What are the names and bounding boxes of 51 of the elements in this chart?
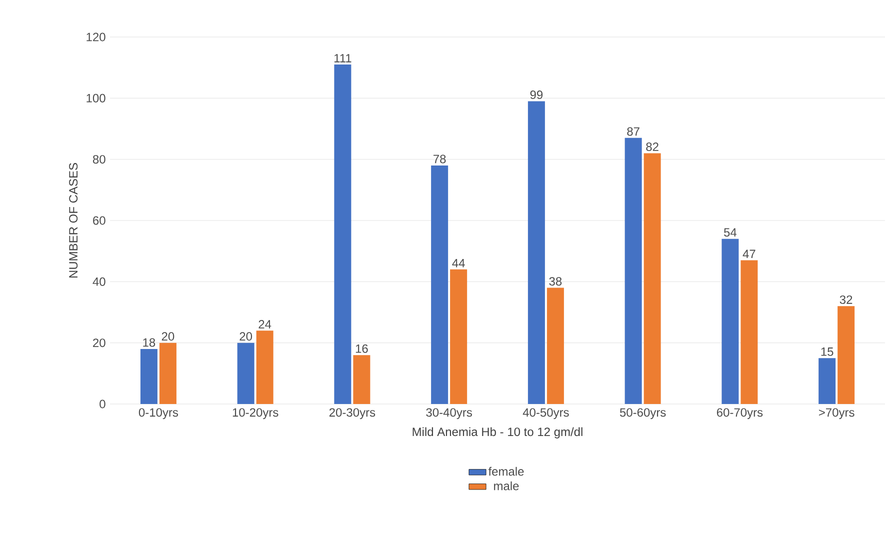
legend-label: male	[494, 481, 519, 490]
y-tick-label: 20	[93, 338, 106, 348]
bar	[237, 342, 254, 404]
bar	[353, 355, 370, 404]
bar	[431, 165, 448, 404]
data-label: 15	[821, 348, 834, 356]
x-tick-label: 40-50yrs	[522, 408, 569, 420]
bar	[140, 348, 158, 404]
bar	[334, 64, 352, 404]
data-label: 18	[143, 338, 156, 347]
data-label: 82	[646, 142, 658, 152]
y-tick-label: 40	[92, 277, 106, 286]
y-tick-label: 60	[93, 216, 106, 225]
bar	[528, 101, 545, 404]
bar	[624, 138, 642, 404]
data-label: 20	[240, 332, 252, 341]
x-tick-label: >70yrs	[818, 408, 854, 420]
x-tick-label: 30-40yrs	[426, 408, 472, 420]
x-tick-label: 10-20yrs	[232, 408, 278, 420]
bar	[722, 238, 739, 404]
data-label: 32	[840, 295, 852, 304]
x-tick-label: 0-10yrs	[138, 408, 178, 420]
data-label: 87	[627, 127, 640, 136]
bar	[740, 260, 758, 404]
data-label: 44	[452, 258, 465, 268]
legend-label: female	[488, 466, 524, 476]
bar	[818, 358, 836, 404]
y-tick-label: 80	[92, 155, 106, 164]
bar	[546, 288, 564, 404]
data-label: 20	[162, 332, 174, 341]
data-label: 16	[356, 344, 368, 353]
bar	[450, 269, 468, 404]
x-tick-label: 20-30yrs	[329, 408, 376, 420]
data-label: 99	[530, 90, 543, 100]
data-label: 47	[742, 250, 756, 258]
x-tick-label: 60-70yrs	[716, 408, 763, 420]
y-axis-title: NUMBER OF CASES	[69, 163, 78, 278]
bar	[159, 342, 176, 404]
bar	[644, 153, 661, 404]
data-label: 78	[434, 154, 446, 164]
data-label: 111	[334, 54, 352, 62]
data-label: 38	[549, 277, 562, 286]
data-label: 54	[724, 228, 737, 237]
y-tick-label: 0	[100, 400, 106, 408]
y-tick-label: 100	[86, 94, 106, 102]
data-label: 24	[258, 320, 272, 328]
bar	[838, 306, 855, 404]
x-tick-label: 50-60yrs	[620, 408, 666, 420]
x-axis-title: Mild Anemia Hb - 10 to 12 gm/dl	[412, 427, 582, 438]
y-tick-label: 120	[86, 32, 106, 42]
bar	[256, 330, 274, 404]
